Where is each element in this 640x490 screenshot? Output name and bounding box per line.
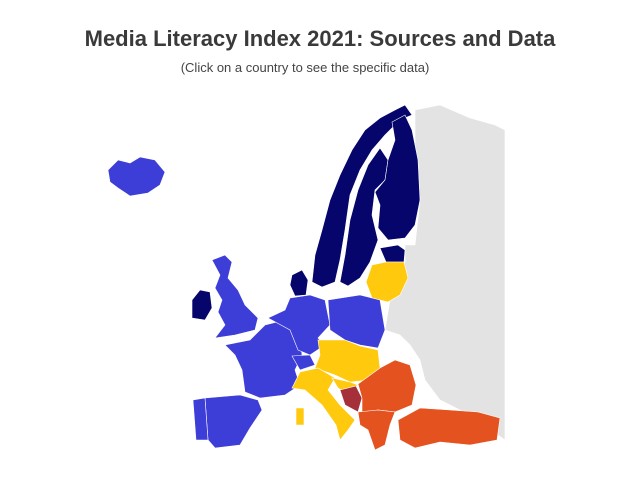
country[interactable] bbox=[291, 367, 356, 441]
country[interactable] bbox=[384, 104, 506, 441]
subtitle: (Click on a country to see the specific … bbox=[180, 60, 430, 75]
country[interactable] bbox=[295, 407, 305, 426]
country[interactable] bbox=[397, 407, 501, 449]
country[interactable] bbox=[374, 114, 421, 241]
country[interactable] bbox=[267, 294, 331, 356]
country[interactable] bbox=[339, 385, 363, 413]
country[interactable] bbox=[191, 289, 213, 321]
country[interactable] bbox=[291, 354, 316, 371]
country[interactable] bbox=[357, 359, 417, 413]
country[interactable] bbox=[211, 254, 259, 339]
country[interactable] bbox=[204, 394, 263, 449]
country[interactable] bbox=[357, 409, 396, 451]
country[interactable] bbox=[379, 244, 406, 263]
country[interactable] bbox=[289, 269, 309, 297]
country[interactable] bbox=[311, 104, 413, 288]
country[interactable] bbox=[327, 294, 386, 349]
country[interactable] bbox=[192, 397, 209, 441]
country[interactable] bbox=[107, 156, 166, 197]
title: Media Literacy Index 2021: Sources and D… bbox=[84, 26, 556, 51]
country[interactable] bbox=[365, 261, 409, 303]
